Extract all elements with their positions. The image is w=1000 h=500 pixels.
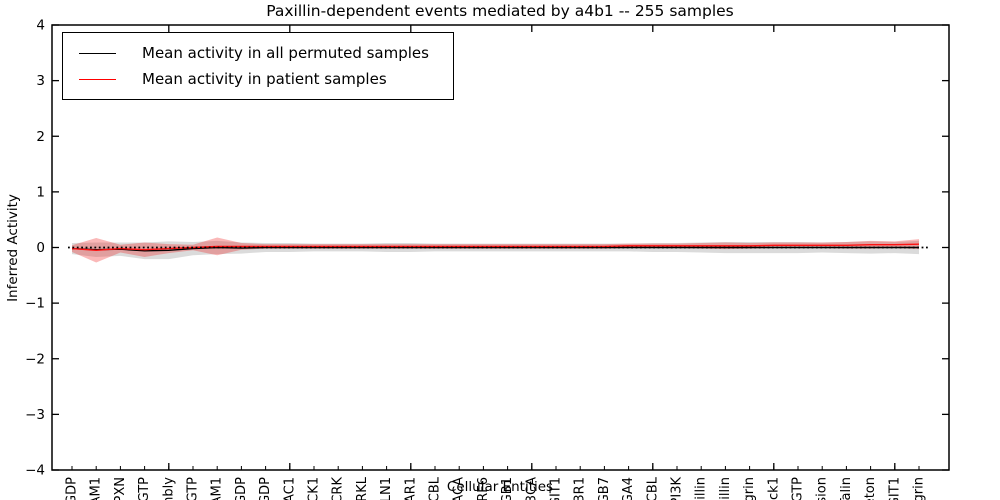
y-tick-label: −2 — [25, 351, 45, 367]
y-tick-label: 4 — [36, 18, 45, 34]
x-entity-label: CBL — [428, 476, 443, 500]
x-entity-label: ARF6/GTP — [791, 477, 806, 500]
x-entity-label: mol:GDP — [65, 477, 80, 500]
x-entity-label: alpha4/beta7 Integrin — [742, 477, 757, 500]
y-tick-label: 0 — [36, 240, 45, 256]
x-entity-label: lamellipodium assembly — [161, 477, 176, 500]
y-axis-title: Inferred Activity — [5, 194, 21, 302]
x-entity-label: RAC1 — [282, 477, 297, 500]
x-entity-label: CRKL — [355, 476, 370, 500]
x-entity-label: alpha4/beta1 Integrin/Paxillin/GIT1 — [887, 477, 902, 500]
x-entity-label: PXN — [113, 477, 128, 500]
patient-mean-line — [71, 243, 920, 251]
legend: Mean activity in all permuted samples Me… — [62, 32, 454, 100]
x-entity-label: ITGB7 — [597, 477, 612, 500]
x-entity-label: alpha4/beta7 Integrin/Paxillin — [718, 477, 733, 500]
y-tick-label: 3 — [36, 73, 45, 89]
x-entity-label: alpha4/beta1 Integrin/Paxillin — [694, 477, 709, 500]
x-entity-label: CRKL/CBL — [645, 476, 660, 500]
x-axis-title: Cellular Entities — [446, 479, 554, 495]
x-entity-label: TLN1 — [379, 477, 394, 500]
chart-title: Paxillin-dependent events mediated by a4… — [266, 2, 734, 20]
legend-entry-patient: Mean activity in patient samples — [63, 66, 439, 92]
x-entity-label: alpha4/beta1 Integrin/Paxillin/VCAM1 — [210, 477, 225, 500]
x-entity-label: BCAR1 — [403, 477, 418, 500]
x-entity-label: Rac1/GDP — [234, 477, 249, 500]
y-tick-label: 1 — [36, 184, 45, 200]
x-entity-label: PIK3R1 — [573, 477, 588, 500]
y-tick-label: 2 — [36, 129, 45, 145]
x-entity-label: ITGA4 — [621, 477, 636, 500]
x-entity-label: p130Cas/Crk/Dock1 — [766, 477, 781, 500]
patient-std-band — [72, 237, 919, 263]
x-entity-label: alpha4/beta1 Integrin — [912, 477, 927, 500]
x-entity-label: GIT1 — [549, 477, 564, 500]
x-entity-label: DOCK1 — [307, 477, 322, 500]
y-tick-label: −4 — [25, 463, 45, 479]
x-entity-label: PRKACA — [452, 477, 467, 500]
patient-line-sample-icon — [79, 78, 116, 80]
x-entity-label: mol:GTP — [186, 477, 201, 500]
legend-label-permuted: Mean activity in all permuted samples — [142, 44, 429, 62]
legend-entry-permuted: Mean activity in all permuted samples — [63, 40, 439, 66]
legend-label-patient: Mean activity in patient samples — [142, 70, 387, 88]
y-tick-label: −1 — [25, 296, 45, 312]
x-entity-label: PI3K — [670, 477, 685, 500]
x-entity-label: PIK3CA — [524, 477, 539, 500]
x-entity-label: ARF6 — [476, 477, 491, 500]
x-entity-label: ARF6/GDP — [258, 477, 273, 500]
x-entity-label: ITGB1 — [500, 477, 515, 500]
x-entity-label: CRK — [331, 477, 346, 500]
y-tick-label: −3 — [25, 407, 45, 423]
x-entity-label: VCAM1 — [89, 477, 104, 500]
x-entity-label: alpha4/beta1 Integrin/Paxillin/Talin/Act… — [863, 477, 878, 500]
permuted-line-sample-icon — [79, 52, 116, 54]
x-entity-label: Rac1/GTP — [137, 477, 152, 500]
x-entity-label: cell adhesion — [815, 477, 830, 500]
x-entity-label: alpha4/beta1 Integrin/Paxillin/Talin — [839, 477, 854, 500]
